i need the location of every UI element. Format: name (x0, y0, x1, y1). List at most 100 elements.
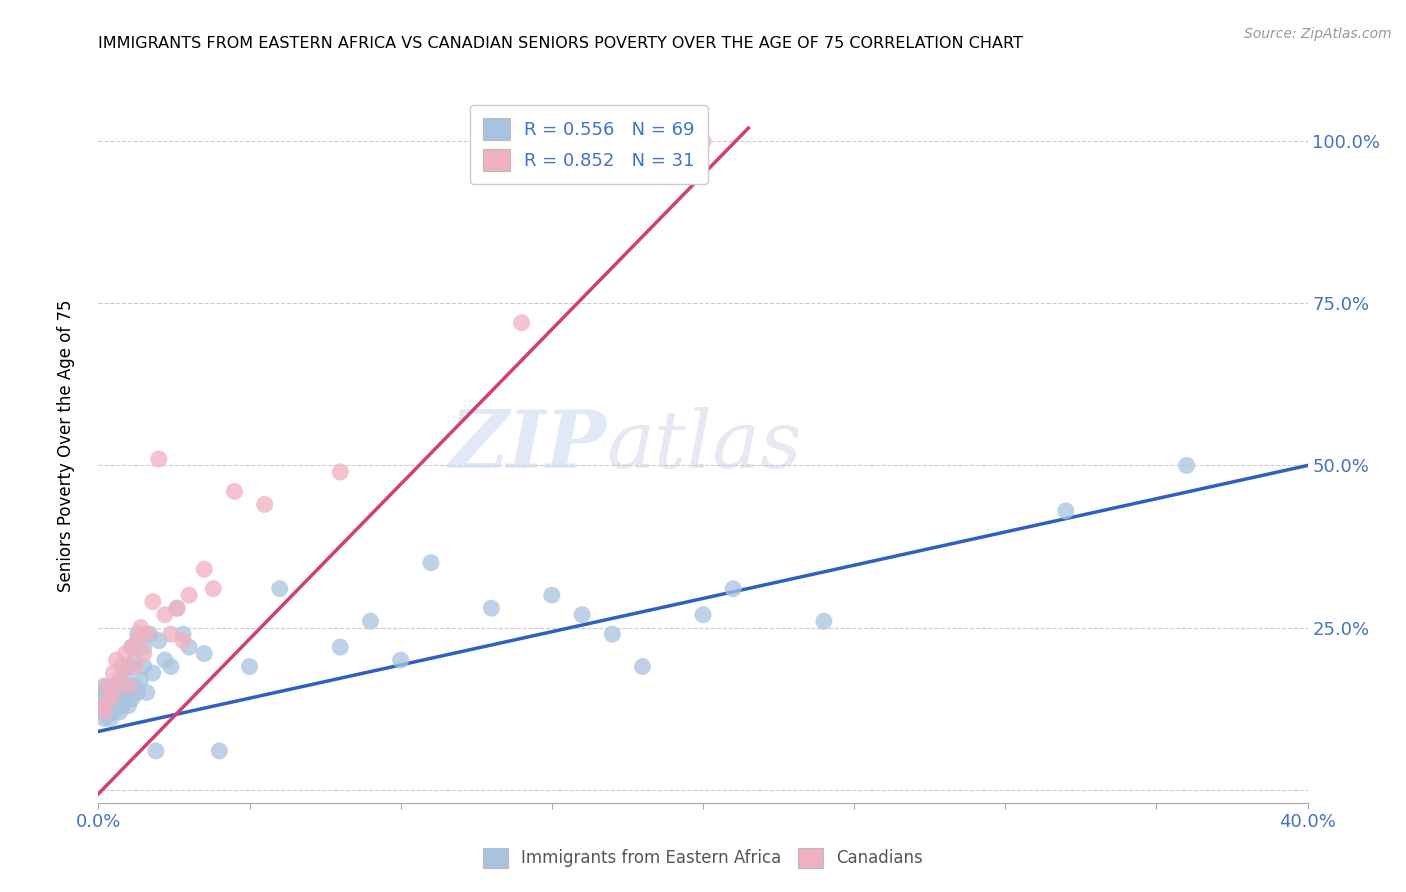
Point (105, 698, 128, 713)
Point (114, 647, 136, 661)
Text: Source: ZipAtlas.com: Source: ZipAtlas.com (1244, 27, 1392, 41)
Point (108, 673, 131, 687)
Point (103, 685, 125, 699)
Point (127, 685, 149, 699)
Point (111, 698, 134, 713)
Point (105, 692, 128, 706)
Legend: R = 0.556   N = 69, R = 0.852   N = 31: R = 0.556 N = 69, R = 0.852 N = 31 (470, 105, 707, 184)
Point (723, 582, 745, 596)
Point (118, 679, 141, 693)
Point (129, 621, 152, 635)
Point (93, 679, 115, 693)
Point (139, 627, 162, 641)
Point (105, 685, 128, 699)
Point (129, 673, 152, 687)
Point (132, 647, 155, 661)
Point (111, 659, 134, 673)
Point (100, 692, 122, 706)
Point (121, 640, 143, 654)
Point (253, 497, 276, 511)
Point (90, 685, 112, 699)
Point (96, 692, 118, 706)
Point (329, 465, 352, 479)
Point (96, 705, 118, 719)
Point (692, 607, 714, 622)
Point (90, 705, 112, 719)
Point (510, 316, 533, 330)
Point (239, 659, 262, 673)
Point (172, 633, 194, 648)
Point (160, 659, 183, 673)
Point (813, 614, 835, 628)
Point (142, 595, 165, 609)
Point (124, 653, 146, 667)
Point (103, 692, 125, 706)
Point (118, 659, 141, 673)
Point (124, 659, 146, 673)
Point (108, 705, 131, 719)
Point (148, 452, 170, 467)
Y-axis label: Seniors Poverty Over the Age of 75: Seniors Poverty Over the Age of 75 (56, 300, 75, 592)
Point (145, 744, 167, 758)
Point (103, 705, 125, 719)
Point (111, 679, 134, 693)
Point (96, 698, 118, 713)
Point (124, 679, 146, 693)
Point (193, 562, 215, 576)
Point (100, 692, 122, 706)
Point (132, 659, 155, 673)
Point (114, 666, 136, 681)
Point (108, 685, 131, 699)
Point (93, 711, 115, 725)
Point (202, 582, 225, 596)
Text: ZIP: ZIP (450, 408, 606, 484)
Point (100, 685, 122, 699)
Point (132, 640, 155, 654)
Point (153, 653, 176, 667)
Point (114, 685, 136, 699)
Point (100, 698, 122, 713)
Point (148, 633, 170, 648)
Point (121, 692, 143, 706)
Point (224, 484, 246, 499)
Point (160, 627, 183, 641)
Point (571, 607, 593, 622)
Point (127, 627, 149, 641)
Point (93, 698, 115, 713)
Point (179, 588, 201, 602)
Point (602, 627, 624, 641)
Point (208, 744, 231, 758)
Point (135, 685, 157, 699)
Point (118, 679, 141, 693)
Point (103, 666, 125, 681)
Point (135, 627, 157, 641)
Point (631, 659, 654, 673)
Point (96, 685, 118, 699)
Point (166, 601, 188, 615)
Point (389, 653, 412, 667)
Point (329, 640, 352, 654)
Point (1175, 458, 1198, 473)
Point (93, 705, 115, 719)
Point (1054, 504, 1077, 518)
Point (118, 698, 141, 713)
Point (121, 640, 143, 654)
Point (166, 601, 188, 615)
Point (269, 582, 291, 596)
Legend: Immigrants from Eastern Africa, Canadians: Immigrants from Eastern Africa, Canadian… (477, 841, 929, 875)
Point (93, 692, 115, 706)
Point (193, 647, 215, 661)
Point (105, 653, 128, 667)
Point (420, 556, 443, 570)
Text: atlas: atlas (606, 408, 801, 484)
Point (100, 711, 122, 725)
Point (172, 627, 194, 641)
Point (96, 679, 118, 693)
Point (153, 607, 176, 622)
Point (111, 692, 134, 706)
Point (90, 698, 112, 713)
Point (90, 698, 112, 713)
Point (360, 614, 382, 628)
Point (179, 640, 201, 654)
Point (481, 601, 503, 615)
